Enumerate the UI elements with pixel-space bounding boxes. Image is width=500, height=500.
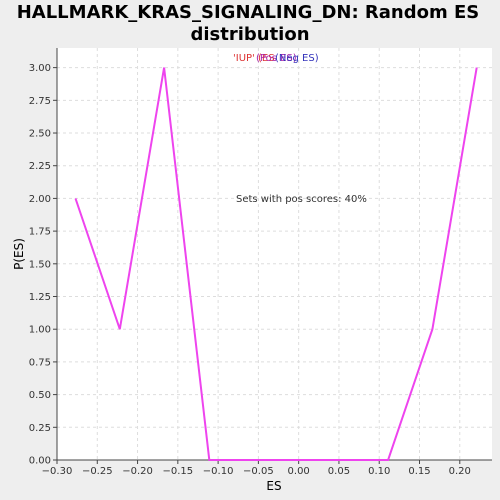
x-tick-label: −0.30 bbox=[42, 466, 73, 477]
legend-neg-label: (Neg ES) bbox=[275, 53, 319, 64]
y-tick-label: 1.00 bbox=[29, 325, 51, 336]
y-tick-label: 1.75 bbox=[29, 227, 51, 238]
x-tick-label: 0.20 bbox=[449, 466, 471, 477]
x-tick-label: 0.15 bbox=[408, 466, 430, 477]
y-axis-ticks: 0.00 0.25 0.50 0.75 1.00 1.25 1.50 1.75 2.00 2.25… bbox=[29, 63, 57, 467]
es-distribution-line bbox=[74, 67, 478, 461]
y-tick-label: 0.00 bbox=[29, 456, 51, 467]
x-tick-label: −0.20 bbox=[122, 466, 153, 477]
y-tick-label: 2.50 bbox=[29, 129, 51, 140]
x-tick-label: −0.15 bbox=[163, 466, 194, 477]
x-tick-label: −0.05 bbox=[243, 466, 274, 477]
x-tick-label: −0.10 bbox=[203, 466, 234, 477]
y-tick-label: 0.50 bbox=[29, 390, 51, 401]
x-axis-label: ES bbox=[266, 479, 281, 493]
chart-title-line2: distribution bbox=[190, 24, 309, 45]
x-tick-label: −0.25 bbox=[82, 466, 113, 477]
pos-scores-annotation: Sets with pos scores: 40% bbox=[236, 194, 367, 205]
y-tick-label: 1.25 bbox=[29, 292, 51, 303]
y-tick-label: 0.25 bbox=[29, 423, 51, 434]
x-tick-label: 0.05 bbox=[328, 466, 350, 477]
legend-pos-label: (Pos ES) bbox=[256, 53, 297, 64]
y-tick-label: 2.00 bbox=[29, 194, 51, 205]
x-tick-label: 0.10 bbox=[368, 466, 390, 477]
y-tick-label: 1.50 bbox=[29, 259, 51, 270]
x-axis-ticks: −0.30 −0.25 −0.20 −0.15 −0.10 −0.05 0.00 0.05 0.… bbox=[42, 460, 471, 477]
chart-title-line1: HALLMARK_KRAS_SIGNALING_DN: Random ES bbox=[17, 2, 480, 23]
y-tick-label: 2.25 bbox=[29, 161, 51, 172]
x-tick-label: 0.00 bbox=[288, 466, 310, 477]
y-tick-label: 3.00 bbox=[29, 63, 51, 74]
series-group bbox=[74, 67, 478, 461]
plot-area bbox=[57, 48, 492, 460]
y-tick-label: 0.75 bbox=[29, 357, 51, 368]
y-axis-label: P(ES) bbox=[12, 238, 26, 270]
y-tick-label: 2.75 bbox=[29, 96, 51, 107]
legend-up-label: 'IUP' (ES bbox=[233, 53, 275, 64]
